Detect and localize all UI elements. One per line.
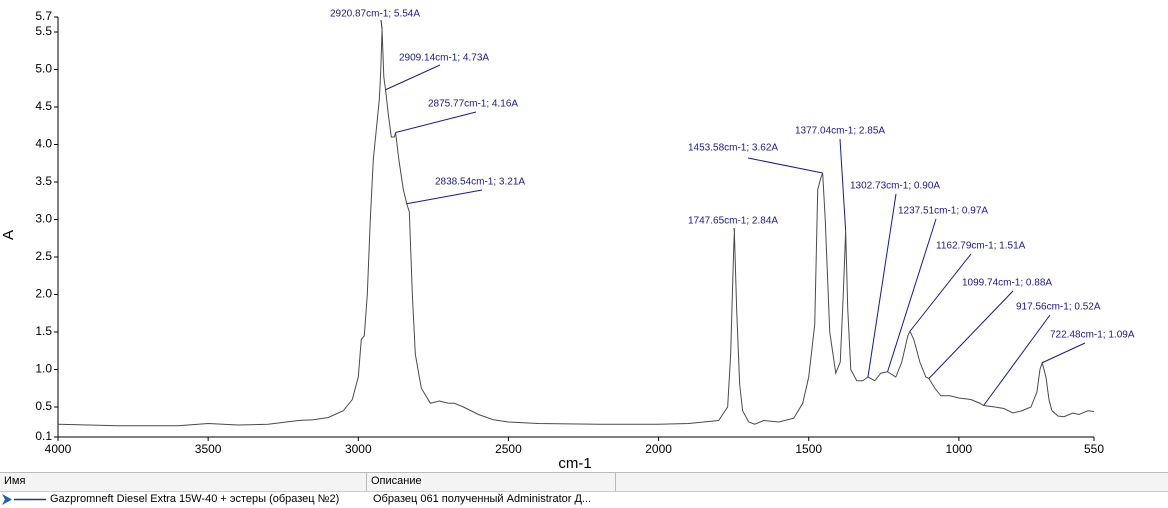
x-tick-label: 2000 <box>645 442 672 456</box>
peak-label: 1237.51cm-1; 0.97A <box>898 206 988 217</box>
peak-leader <box>395 111 477 133</box>
table-cell: Gazpromneft Diesel Extra 15W-40 + эстеры… <box>50 493 340 505</box>
peak-leader <box>1041 342 1086 364</box>
peak-leader <box>747 157 823 174</box>
y-tick-label: 0.1 <box>35 429 52 443</box>
y-tick-label: 5.5 <box>35 24 52 38</box>
table-row[interactable]: Gazpromneft Diesel Extra 15W-40 + эстеры… <box>0 491 1168 508</box>
y-tick-label: 1.5 <box>35 324 52 338</box>
peak-leader <box>406 189 483 205</box>
x-tick-label: 3000 <box>345 442 372 456</box>
column-header[interactable]: Имя <box>0 473 367 491</box>
column-header[interactable]: Описание <box>367 473 616 491</box>
x-axis-label: cm-1 <box>558 455 591 470</box>
peak-label: 1302.73cm-1; 0.90A <box>850 181 940 192</box>
peak-label: 2920.87cm-1; 5.54A <box>330 9 420 20</box>
y-tick-label: 5.0 <box>35 62 52 76</box>
peak-label: 2909.14cm-1; 4.73A <box>399 53 489 64</box>
y-tick-label: 4.0 <box>35 137 52 151</box>
table-cell: Образец 061 полученный Administrator Д..… <box>373 493 592 505</box>
peak-label: 2875.77cm-1; 4.16A <box>428 99 518 110</box>
peak-label: 1747.65cm-1; 2.84A <box>688 216 778 227</box>
x-tick-label: 3500 <box>195 442 222 456</box>
peak-label: 722.48cm-1; 1.09A <box>1050 330 1135 341</box>
peak-leader <box>928 290 1014 379</box>
x-tick-label: 4000 <box>45 442 72 456</box>
peak-label: 1099.74cm-1; 0.88A <box>962 278 1052 289</box>
peak-label: 1162.79cm-1; 1.51A <box>936 241 1026 252</box>
peak-leader <box>983 314 1051 406</box>
spectrum-line <box>57 28 1095 427</box>
peak-label: 1453.58cm-1; 3.62A <box>688 143 778 154</box>
y-axis-label: A <box>0 230 17 240</box>
x-tick-label: 550 <box>1084 442 1104 456</box>
peak-leader <box>385 64 441 91</box>
table-header: Имя Описание <box>0 472 1168 492</box>
y-tick-label: 3.0 <box>35 212 52 226</box>
x-tick-label: 1000 <box>946 442 973 456</box>
y-tick-label: 4.5 <box>35 99 52 113</box>
y-tick-label: 2.5 <box>35 249 52 263</box>
chart: cm-1 A 0.1 0.5 1.0 1.5 2.0 2.5 3.0 3.5 4.0 4.5 5.0… <box>0 9 1135 470</box>
peak-leader <box>380 19 383 30</box>
y-tick-label: 1.0 <box>35 362 52 376</box>
y-tick-label: 5.7 <box>35 9 52 23</box>
x-tick-label: 1500 <box>795 442 822 456</box>
peak-leader <box>909 253 972 332</box>
peak-leader <box>839 138 847 231</box>
row-icon <box>2 494 46 505</box>
peak-label: 917.56cm-1; 0.52A <box>1016 302 1101 313</box>
y-tick-label: 2.0 <box>35 287 52 301</box>
y-tick-label: 3.5 <box>35 174 52 188</box>
y-tick-label: 0.5 <box>35 399 52 413</box>
peak-label: 1377.04cm-1; 2.85A <box>795 126 885 137</box>
peak-leader <box>867 193 897 378</box>
peak-leader <box>887 218 937 372</box>
x-tick-label: 2500 <box>495 442 522 456</box>
row-pointer <box>2 494 12 505</box>
peak-label: 2838.54cm-1; 3.21A <box>435 177 525 188</box>
